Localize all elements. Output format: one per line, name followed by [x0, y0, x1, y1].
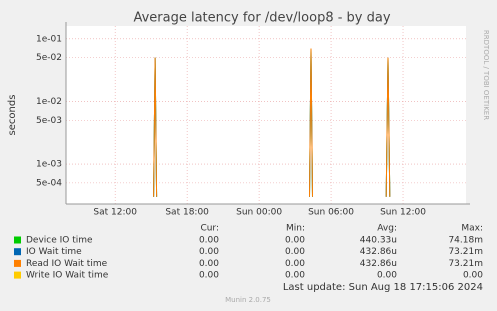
- legend-header: Min:: [286, 224, 305, 234]
- legend-value: 0.00: [285, 247, 305, 257]
- x-tick-label: Sun 06:00: [308, 208, 354, 218]
- y-tick-label: 5e-03: [36, 116, 62, 126]
- series-line: [153, 48, 391, 197]
- side-label: RRDTOOL / TOBI OETIKER: [482, 30, 490, 120]
- legend-label: Read IO Wait time: [26, 259, 108, 269]
- plot-area: [66, 26, 466, 204]
- last-update: Last update: Sun Aug 18 17:15:06 2024: [283, 282, 483, 293]
- legend-swatch: [14, 248, 21, 256]
- x-tick-label: Sun 00:00: [236, 208, 282, 218]
- x-tick-label: Sat 18:00: [165, 208, 209, 218]
- legend-value: 73.21m: [448, 247, 483, 257]
- legend-value: 440.33u: [360, 236, 397, 246]
- legend-label: Write IO Wait time: [26, 271, 109, 281]
- legend-value: 0.00: [377, 271, 397, 281]
- y-tick-label: 5e-04: [36, 178, 62, 188]
- legend-value: 0.00: [285, 236, 305, 246]
- version: Munin 2.0.75: [225, 296, 271, 304]
- legend-swatch: [14, 236, 21, 244]
- legend-value: 74.18m: [448, 236, 483, 246]
- legend-value: 0.00: [463, 271, 483, 281]
- legend-header: Cur:: [200, 224, 219, 234]
- legend-header: Avg:: [377, 224, 397, 234]
- legend-value: 73.21m: [448, 259, 483, 269]
- y-axis-label: seconds: [7, 95, 18, 136]
- legend-value: 0.00: [199, 236, 219, 246]
- y-tick-label: 1e-01: [36, 34, 62, 44]
- legend-value: 0.00: [285, 259, 305, 269]
- legend-value: 0.00: [199, 271, 219, 281]
- x-tick-label: Sun 12:00: [380, 208, 426, 218]
- legend-value: 432.86u: [360, 247, 397, 257]
- legend-value: 432.86u: [360, 259, 397, 269]
- legend-value: 0.00: [285, 271, 305, 281]
- y-tick-label: 1e-03: [36, 160, 62, 170]
- y-tick-label: 1e-02: [36, 97, 62, 107]
- y-tick-label: 5e-02: [36, 53, 62, 63]
- legend-swatch: [14, 271, 21, 279]
- legend-label: Device IO time: [26, 236, 93, 246]
- x-tick-label: Sat 12:00: [93, 208, 137, 218]
- legend-label: IO Wait time: [26, 247, 82, 257]
- legend-swatch: [14, 259, 21, 267]
- legend-value: 0.00: [199, 247, 219, 257]
- legend-value: 0.00: [199, 259, 219, 269]
- chart-title: Average latency for /dev/loop8 - by day: [133, 11, 390, 26]
- legend-header: Max:: [461, 224, 483, 234]
